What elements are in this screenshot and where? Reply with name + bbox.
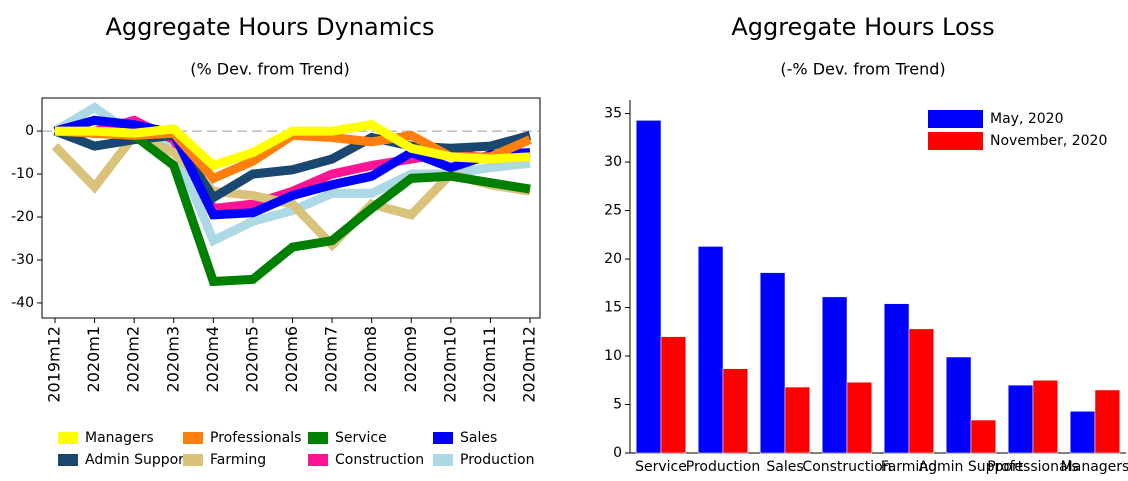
y-tick-label: -10	[11, 166, 34, 182]
bar	[660, 336, 687, 454]
bar	[1007, 384, 1034, 454]
bar	[784, 386, 811, 454]
legend-label: Admin Support	[85, 452, 190, 468]
legend-swatch	[183, 432, 203, 444]
legend-label: Construction	[335, 452, 424, 468]
legend-label: November, 2020	[990, 133, 1107, 149]
x-tick-label: 2020m7	[322, 326, 341, 392]
chart-title: Aggregate Hours Dynamics	[105, 13, 434, 41]
plot-frame	[41, 97, 541, 319]
x-tick-label: Sales	[766, 459, 803, 475]
bar	[759, 272, 786, 454]
x-tick-label: Construction	[802, 459, 891, 475]
bar	[970, 419, 997, 454]
x-tick-label: Managers	[1061, 459, 1128, 475]
bar	[1032, 380, 1059, 454]
y-tick-label: 20	[604, 251, 622, 267]
bar	[821, 296, 848, 454]
x-tick-label: 2020m8	[361, 326, 380, 392]
legend-label: Production	[460, 452, 534, 468]
x-tick-label: Service	[635, 459, 687, 475]
bar	[883, 303, 910, 454]
y-tick-label: -40	[11, 295, 34, 311]
x-tick-label: 2020m9	[401, 326, 420, 392]
legend-label: Professionals	[210, 430, 301, 446]
y-tick-label: 5	[613, 397, 622, 413]
bar	[908, 328, 935, 454]
legend-swatch	[433, 454, 453, 466]
legend-swatch	[308, 454, 328, 466]
legend-swatch	[308, 432, 328, 444]
x-tick-label: 2020m4	[203, 326, 222, 392]
legend-label: Service	[335, 430, 387, 446]
legend-label: May, 2020	[990, 111, 1063, 127]
bar	[846, 381, 873, 454]
chart-title: Aggregate Hours Loss	[731, 13, 994, 41]
bar	[1094, 389, 1121, 454]
y-tick-label: 35	[604, 106, 622, 122]
y-tick-label: 25	[604, 203, 622, 219]
x-tick-label: Professionals	[987, 459, 1078, 475]
legend-swatch	[58, 454, 78, 466]
legend-swatch	[183, 454, 203, 466]
bar	[697, 246, 724, 454]
y-tick-label: -30	[11, 252, 34, 268]
x-tick-label: 2020m12	[520, 326, 539, 403]
y-tick-label: 0	[25, 123, 34, 139]
x-tick-label: Farming	[881, 459, 937, 475]
chart-subtitle: (-% Dev. from Trend)	[780, 60, 945, 79]
legend-swatch	[58, 432, 78, 444]
legend-swatch	[928, 110, 983, 128]
y-tick-label: 0	[613, 445, 622, 461]
legend-label: Managers	[85, 430, 154, 446]
line-series	[55, 119, 531, 171]
x-tick-label: 2020m11	[480, 326, 499, 403]
x-tick-label: 2019m12	[45, 326, 64, 403]
x-tick-label: 2020m6	[282, 326, 301, 392]
x-tick-label: 2020m2	[124, 326, 143, 392]
legend-swatch	[433, 432, 453, 444]
y-tick-label: 15	[604, 300, 622, 316]
legend-label: Sales	[460, 430, 497, 446]
line-series	[53, 115, 531, 220]
bar	[1069, 411, 1096, 454]
bar	[635, 120, 662, 454]
x-tick-label: 2020m10	[440, 326, 459, 403]
chart-subtitle: (% Dev. from Trend)	[190, 60, 349, 79]
y-tick-label: 10	[604, 348, 622, 364]
y-tick-label: 30	[604, 154, 622, 170]
legend-label: Farming	[210, 452, 266, 468]
y-tick-label: -20	[11, 209, 34, 225]
x-tick-label: 2020m5	[242, 326, 261, 392]
bar	[945, 356, 972, 454]
x-tick-label: Admin Support	[919, 459, 1024, 475]
legend-swatch	[928, 132, 983, 150]
x-tick-label: 2020m1	[84, 326, 103, 392]
x-tick-label: Production	[686, 459, 760, 475]
x-tick-label: 2020m3	[163, 326, 182, 392]
bar	[722, 368, 749, 454]
